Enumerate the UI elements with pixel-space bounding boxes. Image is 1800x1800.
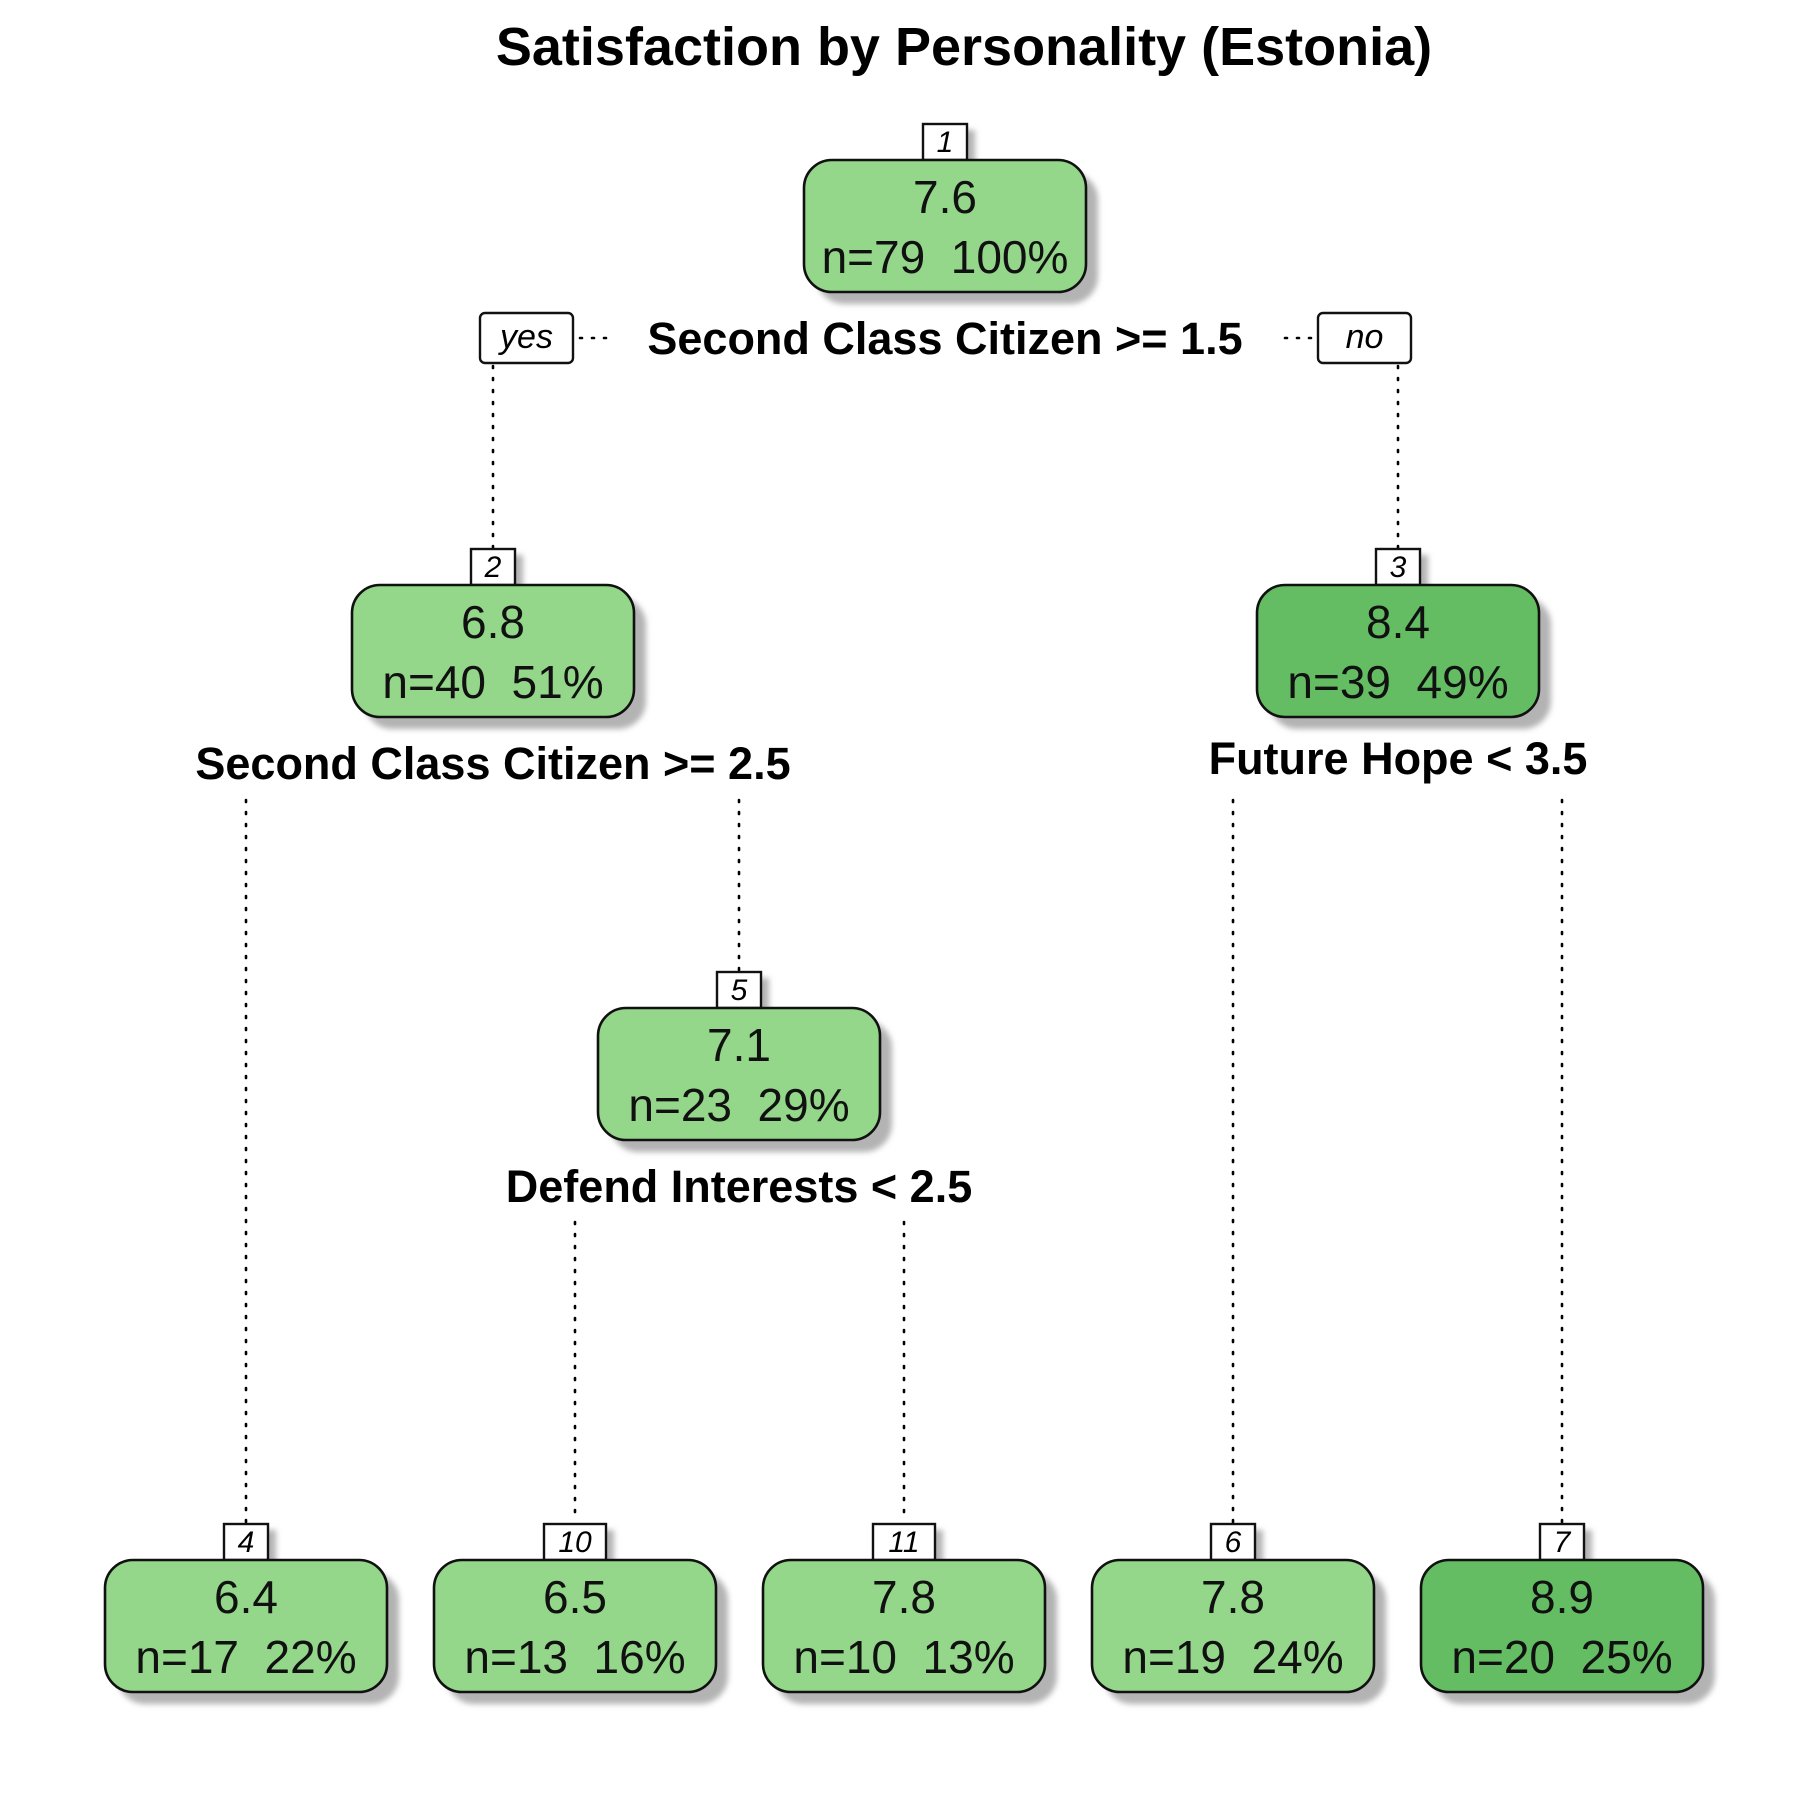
tree-node-10: 10 6.5 n=13 16%	[432, 1522, 728, 1704]
node-stats: n=40 51%	[382, 656, 603, 708]
node-value: 7.8	[1201, 1571, 1265, 1623]
node-id-label: 10	[558, 1526, 592, 1559]
tree-node-4: 4 6.4 n=17 22%	[103, 1522, 399, 1704]
node-value: 7.6	[913, 171, 977, 223]
split-label-node-3: Future Hope < 3.5	[1209, 733, 1588, 784]
node-stats: n=13 16%	[464, 1631, 685, 1683]
node-id-box	[871, 1522, 937, 1562]
nodes: 1 7.6 n=79 100% 2 6.8 n=40 51% 3 8.4 n=39 49% 5 7.…	[103, 122, 1715, 1704]
node-box	[1255, 583, 1541, 719]
node-value: 6.5	[543, 1571, 607, 1623]
tree-node-5: 5 7.1 n=23 29%	[596, 970, 892, 1152]
node-id-label: 7	[1554, 1526, 1572, 1559]
node-id-label: 2	[484, 551, 502, 584]
node-value: 6.4	[214, 1571, 278, 1623]
node-value: 6.8	[461, 596, 525, 648]
node-stats: n=23 29%	[628, 1079, 849, 1131]
no-label: no	[1316, 311, 1413, 365]
node-id-box	[469, 547, 517, 587]
split-label-node-5: Defend Interests < 2.5	[506, 1161, 972, 1212]
edges	[244, 336, 1564, 1524]
node-stats: n=20 25%	[1451, 1631, 1672, 1683]
node-stats: n=19 24%	[1122, 1631, 1343, 1683]
node-id-box	[1538, 1522, 1586, 1562]
node-value: 8.9	[1530, 1571, 1594, 1623]
tree-node-6: 6 7.8 n=19 24%	[1090, 1522, 1386, 1704]
node-box	[1419, 1558, 1705, 1694]
tree-node-7: 7 8.9 n=20 25%	[1419, 1522, 1715, 1704]
split-label-node-1: Second Class Citizen >= 1.5	[647, 313, 1242, 364]
node-id-label: 4	[238, 1526, 255, 1559]
node-id-box	[1209, 1522, 1257, 1562]
node-id-box	[921, 122, 969, 162]
tree-node-3: 3 8.4 n=39 49%	[1255, 547, 1551, 729]
node-value: 7.1	[707, 1019, 771, 1071]
node-stats: n=79 100%	[822, 231, 1069, 283]
node-id-label: 5	[731, 974, 748, 1007]
tree-node-11: 11 7.8 n=10 13%	[761, 1522, 1057, 1704]
node-stats: n=10 13%	[793, 1631, 1014, 1683]
node-box	[761, 1558, 1047, 1694]
no-label-text: no	[1346, 318, 1384, 356]
node-box	[103, 1558, 389, 1694]
node-stats: n=17 22%	[135, 1631, 356, 1683]
node-box	[1090, 1558, 1376, 1694]
tree-node-2: 2 6.8 n=40 51%	[350, 547, 646, 729]
node-value: 8.4	[1366, 596, 1430, 648]
node-id-label: 6	[1225, 1526, 1242, 1559]
node-box	[802, 158, 1088, 294]
node-box	[432, 1558, 718, 1694]
node-id-label: 3	[1390, 551, 1407, 584]
node-box	[596, 1006, 882, 1142]
yes-label-text: yes	[498, 318, 553, 356]
split-label-node-2: Second Class Citizen >= 2.5	[195, 738, 790, 789]
yes-label: yes	[478, 311, 575, 365]
node-box	[350, 583, 636, 719]
node-id-label: 1	[937, 126, 954, 159]
node-stats: n=39 49%	[1287, 656, 1508, 708]
node-id-label: 11	[888, 1526, 919, 1559]
tree-node-1: 1 7.6 n=79 100%	[802, 122, 1098, 304]
diagram-title: Satisfaction by Personality (Estonia)	[496, 17, 1432, 77]
node-value: 7.8	[872, 1571, 936, 1623]
